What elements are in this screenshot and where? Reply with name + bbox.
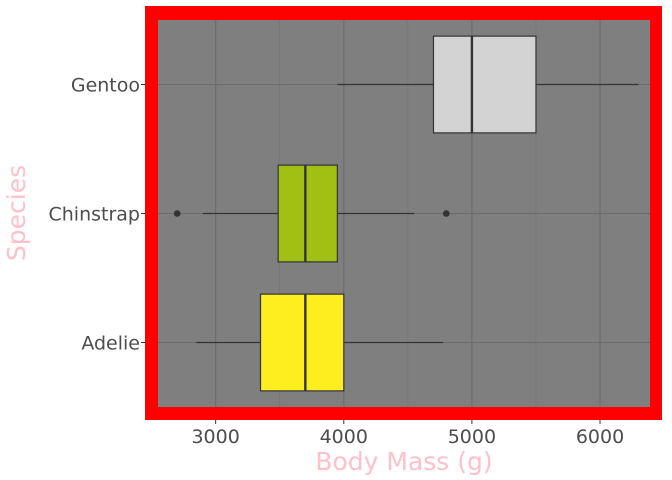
- box-iqr: [432, 35, 537, 134]
- box-iqr: [259, 293, 345, 392]
- x-tick-label-3000: 3000: [191, 426, 239, 448]
- y-tick-label-chinstrap: Chinstrap: [49, 204, 141, 226]
- x-tick-label-4000: 4000: [320, 426, 368, 448]
- y-axis-tick-labels: Adelie Chinstrap Gentoo: [49, 75, 145, 355]
- x-tick-label-5000: 5000: [448, 426, 496, 448]
- box-iqr: [277, 164, 338, 263]
- boxes: [173, 35, 639, 392]
- box-gentoo: [337, 35, 639, 134]
- y-tick-label-adelie: Adelie: [81, 333, 140, 355]
- x-axis-title: Body Mass (g): [315, 447, 492, 476]
- box-adelie: [196, 293, 444, 392]
- y-tick-label-gentoo: Gentoo: [71, 75, 140, 97]
- x-axis-tick-labels: 3000 4000 5000 6000: [191, 420, 624, 448]
- outlier-point: [442, 210, 450, 217]
- outlier-point: [173, 210, 181, 217]
- box-chinstrap: [173, 164, 450, 263]
- x-tick-label-6000: 6000: [576, 426, 624, 448]
- y-axis-title: Species: [2, 165, 31, 261]
